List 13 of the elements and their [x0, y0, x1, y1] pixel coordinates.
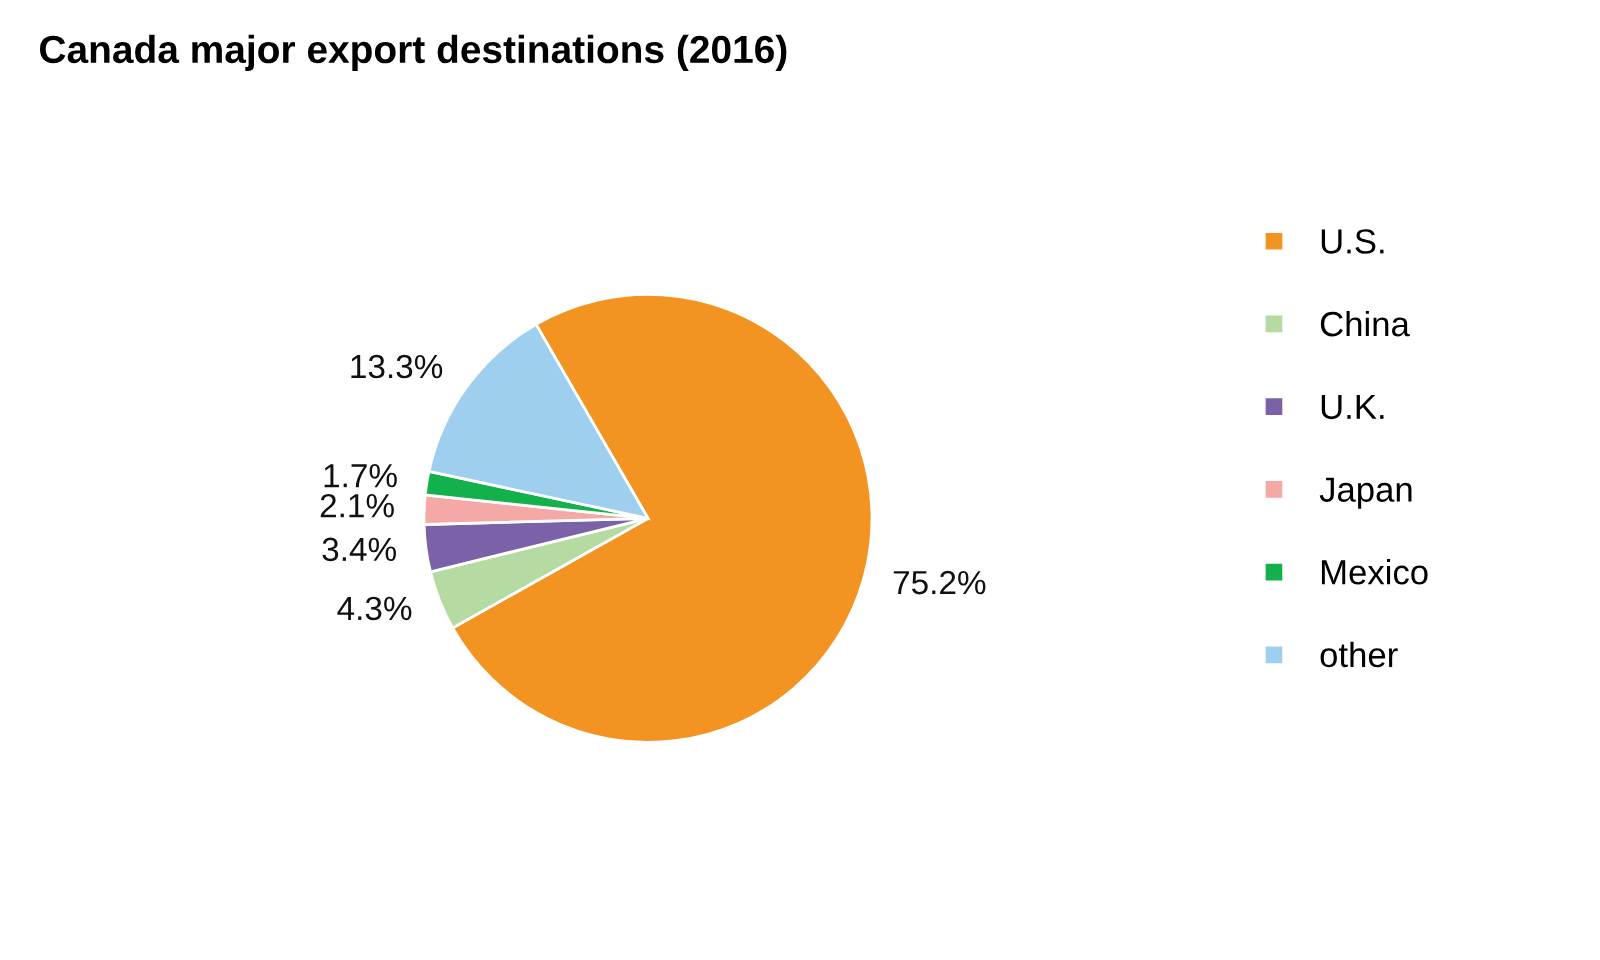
legend-label: Japan [1319, 477, 1412, 509]
data-label: 4.3% [337, 596, 412, 621]
legend-label: U.K. [1321, 394, 1384, 420]
legend-label: other [1320, 641, 1398, 668]
legend-label: China [1320, 310, 1410, 337]
legend-label: Mexico [1321, 559, 1428, 585]
data-label: 13.3% [351, 354, 443, 379]
legend-label: U.S. [1321, 229, 1384, 254]
data-label: 3.4% [322, 537, 396, 562]
data-label: 1.7% [324, 464, 397, 488]
data-label: 75.2% [893, 570, 986, 595]
chart-title: Canada major export destinations (2016) [40, 34, 787, 71]
data-label: 2.1% [320, 493, 394, 518]
